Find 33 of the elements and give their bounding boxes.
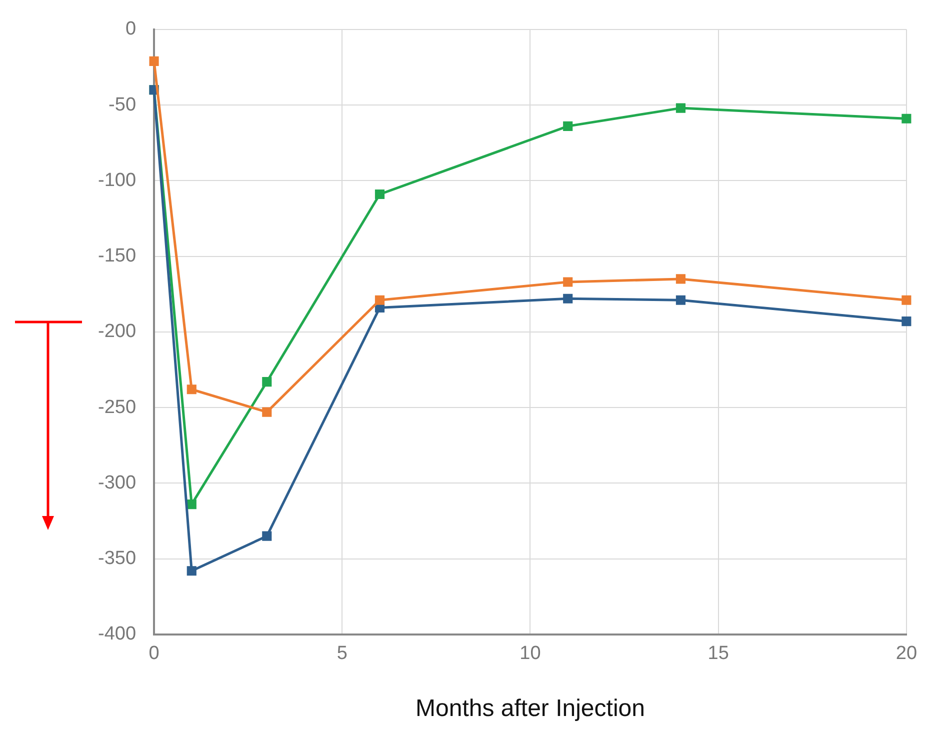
point <box>186 566 196 576</box>
y-tick-label: -100 <box>98 170 136 191</box>
point <box>563 294 573 304</box>
x-tick-label: 5 <box>336 643 348 664</box>
point <box>676 295 686 305</box>
point <box>676 103 686 113</box>
point <box>186 500 196 510</box>
point <box>374 189 385 200</box>
point <box>563 277 573 287</box>
point <box>676 274 686 284</box>
point <box>262 377 272 387</box>
x-axis-title: Months after Injection <box>416 695 645 722</box>
point <box>563 121 573 131</box>
y-tick-label: -350 <box>98 548 136 570</box>
point <box>902 295 912 305</box>
y-tick-label: -300 <box>98 472 136 494</box>
y-tick-label: -400 <box>98 624 136 645</box>
point <box>149 56 159 66</box>
x-tick-label: 20 <box>896 643 918 664</box>
y-tick-label: 0 <box>125 18 136 40</box>
point <box>374 295 385 305</box>
y-tick-label: -50 <box>108 94 136 116</box>
y-tick-label: -150 <box>98 246 136 267</box>
x-tick-label: 10 <box>520 643 541 664</box>
y-tick-label: -250 <box>98 396 136 418</box>
y-tick-label: -200 <box>98 321 136 342</box>
point <box>186 384 196 394</box>
point <box>262 407 272 417</box>
x-tick-label: 0 <box>148 643 160 664</box>
point <box>262 531 272 541</box>
point <box>902 114 912 124</box>
x-tick-label: 15 <box>708 643 729 664</box>
point <box>902 316 912 326</box>
